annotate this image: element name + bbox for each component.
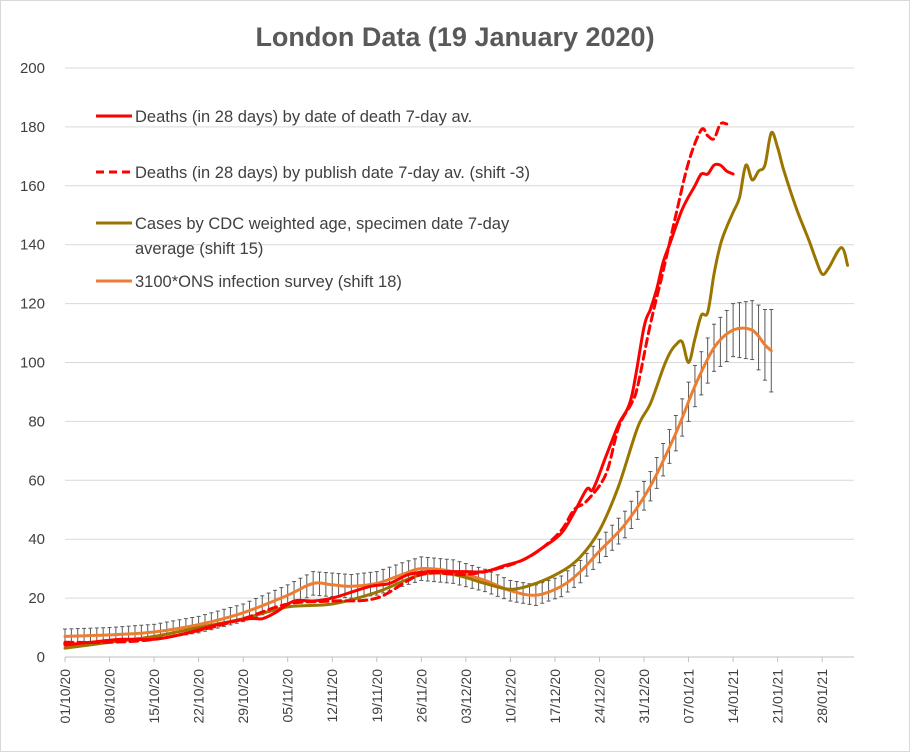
- legend-label: Deaths (in 28 days) by date of death 7-d…: [135, 108, 472, 126]
- x-tick-label: 28/01/21: [814, 669, 830, 724]
- x-tick-label: 15/10/20: [146, 669, 162, 724]
- x-tick-label: 21/01/21: [770, 669, 786, 724]
- x-tick-label: 12/11/20: [324, 669, 340, 723]
- x-tick-label: 05/11/20: [280, 669, 296, 723]
- y-tick-label: 160: [20, 178, 45, 195]
- y-tick-label: 80: [28, 413, 45, 430]
- legend-label: Deaths (in 28 days) by publish date 7-da…: [135, 164, 530, 182]
- chart-title: London Data (19 January 2020): [255, 22, 654, 52]
- axes: 0 20 40 60 80 100 120 140 160 180 200 01/10/20 08/10…: [20, 60, 854, 724]
- x-tick-label: 19/11/20: [369, 669, 385, 723]
- error-bars: [63, 300, 774, 645]
- x-tick-label: 07/01/21: [681, 669, 697, 724]
- x-tick-label: 03/12/20: [458, 669, 474, 724]
- series-lines: [63, 121, 850, 650]
- series-line-1: [63, 162, 735, 647]
- x-tick-label: 22/10/20: [191, 669, 207, 724]
- y-tick-label: 200: [20, 60, 45, 77]
- x-tick-label: 10/12/20: [502, 669, 518, 724]
- series-line-2: [63, 121, 729, 645]
- x-tick-label: 29/10/20: [235, 669, 251, 724]
- legend-label: average (shift 15): [135, 240, 263, 258]
- gridlines: [65, 67, 854, 599]
- x-tick-label: 24/12/20: [591, 669, 607, 724]
- x-tick-label: 17/12/20: [547, 669, 563, 724]
- y-tick-label: 180: [20, 119, 45, 136]
- series-line-4: [63, 326, 773, 638]
- y-tick-label: 100: [20, 355, 45, 372]
- x-tick-label: 14/01/21: [725, 669, 741, 724]
- legend-label: 3100*ONS infection survey (shift 18): [135, 273, 402, 291]
- y-tick-label: 20: [28, 590, 45, 607]
- x-tick-label: 08/10/20: [102, 669, 118, 724]
- y-tick-label: 40: [28, 531, 45, 548]
- x-tick-label: 26/11/20: [413, 669, 429, 723]
- legend-label: Cases by CDC weighted age, specimen date…: [135, 215, 510, 233]
- series-line-3: [63, 130, 850, 650]
- legend: Deaths (in 28 days) by date of death 7-d…: [96, 108, 530, 291]
- x-tick-label: 31/12/20: [636, 669, 652, 724]
- y-tick-label: 0: [37, 649, 45, 666]
- y-tick-label: 120: [20, 296, 45, 313]
- y-tick-label: 140: [20, 237, 45, 254]
- x-tick-label: 01/10/20: [57, 669, 73, 724]
- y-tick-label: 60: [28, 472, 45, 489]
